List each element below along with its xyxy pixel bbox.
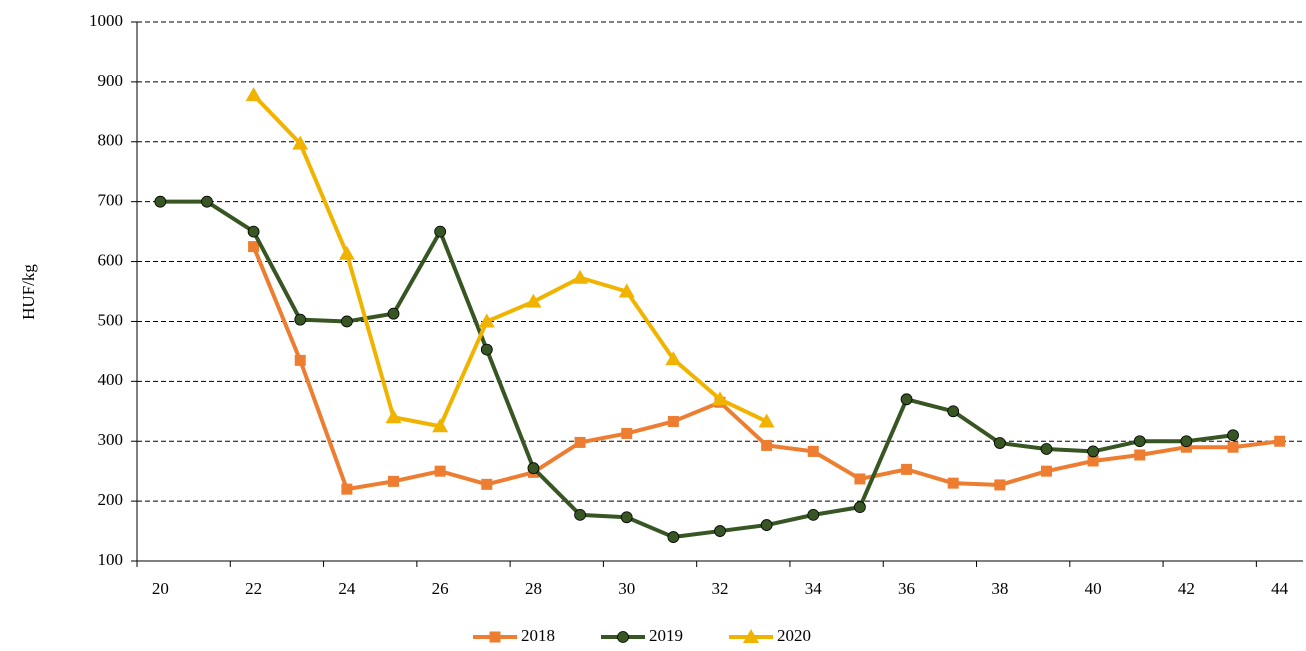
data-point (574, 436, 586, 448)
data-point (994, 479, 1006, 491)
series-line (252, 93, 768, 429)
data-point (761, 439, 773, 451)
data-point (618, 283, 635, 298)
data-point (1227, 441, 1239, 453)
y-tick-label: 100 (98, 550, 124, 569)
data-point (338, 245, 355, 260)
data-point (388, 475, 400, 487)
data-point (478, 313, 495, 328)
data-point (854, 501, 866, 514)
x-tick-label: 42 (1178, 579, 1195, 598)
data-point (1133, 435, 1146, 448)
data-point (1180, 435, 1193, 448)
data-point (1087, 445, 1100, 458)
data-point (292, 135, 309, 150)
data-point (527, 462, 540, 475)
x-tick-label: 40 (1085, 579, 1102, 598)
x-tick-label: 34 (805, 579, 823, 598)
data-point (1180, 441, 1192, 453)
data-point (1087, 455, 1099, 467)
data-point (1227, 429, 1239, 442)
data-point (1274, 435, 1286, 447)
data-point (480, 343, 493, 356)
x-tick-label: 44 (1271, 579, 1289, 598)
data-point (1134, 449, 1146, 461)
data-point (758, 413, 775, 428)
data-point (434, 225, 447, 238)
data-point (807, 445, 819, 457)
data-point (665, 351, 682, 366)
data-point (621, 427, 633, 439)
data-point (247, 225, 260, 238)
data-point (294, 313, 307, 326)
data-point (341, 483, 353, 495)
legend-marker (617, 631, 629, 643)
y-tick-label: 700 (98, 191, 124, 210)
x-tick-label: 30 (618, 579, 635, 598)
x-tick-label: 28 (525, 579, 542, 598)
x-tick-label: 24 (338, 579, 356, 598)
data-point (572, 269, 589, 284)
legend-label: 2018 (521, 626, 555, 645)
legend-label: 2019 (649, 626, 683, 645)
y-tick-label: 800 (98, 131, 124, 150)
data-point (434, 465, 446, 477)
data-point (154, 195, 167, 208)
y-axis-label: HUF/kg (19, 264, 38, 320)
data-point (993, 437, 1006, 449)
x-tick-label: 36 (898, 579, 915, 598)
data-point (248, 241, 260, 253)
data-point (340, 315, 353, 328)
data-point (620, 511, 633, 524)
legend-label: 2020 (777, 626, 811, 645)
data-point (714, 525, 726, 537)
series-line (160, 199, 1234, 540)
data-point (667, 531, 680, 543)
y-tick-label: 900 (98, 71, 124, 90)
data-point (245, 87, 262, 102)
x-tick-label: 26 (432, 579, 449, 598)
data-point (760, 519, 773, 531)
y-tick-label: 600 (98, 250, 124, 269)
y-tick-label: 1000 (89, 11, 123, 30)
data-point (1040, 465, 1052, 477)
legend-marker (743, 629, 759, 643)
data-point (387, 307, 400, 320)
data-point (201, 195, 213, 208)
y-tick-label: 500 (98, 310, 124, 329)
series-line (251, 245, 1280, 492)
data-point (947, 477, 959, 489)
data-point (525, 293, 542, 308)
y-tick-label: 400 (98, 370, 124, 389)
data-point (900, 393, 913, 406)
data-point (667, 415, 679, 427)
x-tick-label: 20 (152, 579, 169, 598)
x-tick-label: 38 (991, 579, 1008, 598)
y-tick-label: 300 (98, 430, 124, 449)
x-tick-label: 22 (245, 579, 262, 598)
legend-marker (489, 631, 501, 643)
data-point (947, 405, 960, 418)
x-tick-label: 32 (712, 579, 729, 598)
data-point (481, 478, 493, 490)
data-point (574, 508, 586, 521)
data-point (854, 473, 866, 485)
data-point (807, 508, 820, 521)
y-tick-label: 200 (98, 490, 124, 509)
data-point (294, 354, 306, 366)
data-point (712, 391, 728, 406)
data-point (1040, 443, 1053, 455)
data-point (432, 418, 449, 433)
data-point (901, 463, 913, 475)
data-point (385, 409, 402, 424)
